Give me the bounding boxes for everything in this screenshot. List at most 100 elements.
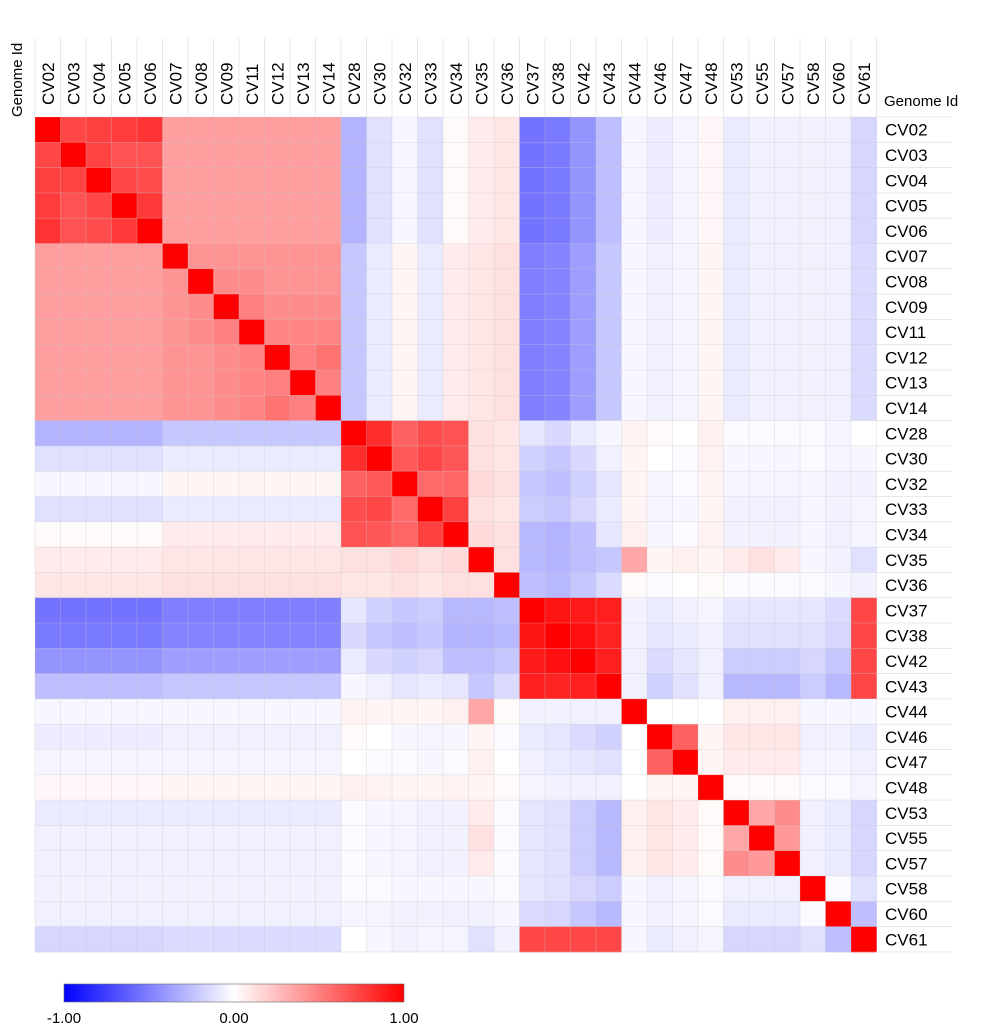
heatmap-cell-CV12-CV05 — [111, 344, 138, 371]
heatmap-cell-CV32-CV05 — [111, 471, 138, 497]
heatmap-cell-CV07-CV08 — [188, 243, 214, 270]
heatmap-cell-CV37-CV32 — [392, 597, 418, 624]
heatmap-cell-CV32-CV09 — [213, 471, 240, 497]
heatmap-cell-CV47-CV35 — [468, 749, 495, 776]
heatmap-cell-CV09-CV13 — [290, 294, 316, 320]
heatmap-cell-CV03-CV46 — [647, 142, 673, 168]
heatmap-cell-CV14-CV60 — [825, 395, 852, 421]
heatmap-cell-CV33-CV07 — [162, 496, 189, 523]
heatmap-cell-CV42-CV09 — [213, 648, 240, 674]
column-label-CV44: CV44 — [625, 62, 644, 105]
column-label-CV43: CV43 — [600, 62, 619, 105]
heatmap-cell-CV35-CV42 — [570, 547, 597, 573]
heatmap-cell-CV43-CV02 — [35, 673, 61, 700]
heatmap-cell-CV04-CV44 — [621, 167, 648, 194]
heatmap-cell-CV44-CV34 — [443, 698, 469, 725]
heatmap-cell-CV14-CV05 — [111, 395, 138, 421]
heatmap-cell-CV58-CV60 — [825, 876, 852, 902]
heatmap-cell-CV02-CV34 — [443, 117, 469, 143]
heatmap-cell-CV32-CV08 — [188, 471, 214, 497]
heatmap-cell-CV14-CV33 — [417, 395, 444, 421]
heatmap-cell-CV04-CV13 — [290, 167, 316, 194]
heatmap-cell-CV57-CV46 — [647, 850, 673, 877]
heatmap-cell-CV43-CV46 — [647, 673, 673, 700]
heatmap-cell-CV34-CV04 — [86, 521, 112, 548]
heatmap-cell-CV38-CV47 — [672, 623, 699, 649]
heatmap-cell-CV33-CV44 — [621, 496, 648, 523]
heatmap-cell-CV38-CV06 — [137, 623, 163, 649]
heatmap-cell-CV44-CV12 — [264, 698, 291, 725]
heatmap-cell-CV34-CV48 — [698, 521, 724, 548]
heatmap-cell-CV03-CV42 — [570, 142, 597, 168]
heatmap-cell-CV35-CV34 — [443, 547, 469, 573]
heatmap-cell-CV33-CV03 — [60, 496, 87, 523]
heatmap-cell-CV42-CV13 — [290, 648, 316, 674]
heatmap-cell-CV09-CV37 — [519, 294, 546, 320]
heatmap-cell-CV60-CV36 — [494, 901, 520, 927]
heatmap-cell-CV13-CV06 — [137, 370, 163, 396]
heatmap-cell-CV09-CV34 — [443, 294, 469, 320]
heatmap-cell-CV30-CV36 — [494, 445, 520, 472]
heatmap-cell-CV57-CV48 — [698, 850, 724, 877]
heatmap-cell-CV05-CV04 — [86, 192, 112, 219]
heatmap-cell-CV09-CV28 — [341, 294, 367, 320]
heatmap-cell-CV36-CV61 — [851, 572, 877, 599]
heatmap-cell-CV53-CV14 — [315, 800, 342, 826]
column-label-CV02: CV02 — [39, 62, 58, 105]
heatmap-cell-CV30-CV61 — [851, 445, 877, 472]
heatmap-cell-CV38-CV14 — [315, 623, 342, 649]
heatmap-cell-CV60-CV44 — [621, 901, 648, 927]
heatmap-cell-CV05-CV53 — [723, 192, 750, 219]
heatmap-cell-CV14-CV13 — [290, 395, 316, 421]
heatmap-cell-CV33-CV12 — [264, 496, 291, 523]
heatmap-cell-CV37-CV33 — [417, 597, 444, 624]
heatmap-cell-CV28-CV57 — [774, 420, 801, 447]
heatmap-cell-CV53-CV42 — [570, 800, 597, 826]
heatmap-cell-CV28-CV32 — [392, 420, 418, 447]
heatmap-cell-CV11-CV03 — [60, 319, 87, 346]
scale-min-label: -1.00 — [47, 1010, 81, 1027]
heatmap-cell-CV34-CV43 — [596, 521, 622, 548]
heatmap-cell-CV32-CV06 — [137, 471, 163, 497]
heatmap-cell-CV53-CV08 — [188, 800, 214, 826]
heatmap-cell-CV34-CV06 — [137, 521, 163, 548]
heatmap-cell-CV13-CV46 — [647, 370, 673, 396]
heatmap-cell-CV60-CV13 — [290, 901, 316, 927]
heatmap-cell-CV35-CV12 — [264, 547, 291, 573]
heatmap-cell-CV11-CV14 — [315, 319, 342, 346]
heatmap-cell-CV53-CV32 — [392, 800, 418, 826]
heatmap-cell-CV46-CV42 — [570, 724, 597, 750]
heatmap-cell-CV42-CV48 — [698, 648, 724, 674]
row-label-CV33: CV33 — [885, 500, 928, 519]
heatmap-cells — [35, 117, 877, 953]
heatmap-cell-CV28-CV05 — [111, 420, 138, 447]
heatmap-cell-CV60-CV33 — [417, 901, 444, 927]
heatmap-cell-CV11-CV30 — [366, 319, 393, 346]
heatmap-cell-CV30-CV13 — [290, 445, 316, 472]
heatmap-cell-CV42-CV30 — [366, 648, 393, 674]
heatmap-cell-CV47-CV33 — [417, 749, 444, 776]
heatmap-cell-CV53-CV47 — [672, 800, 699, 826]
heatmap-cell-CV02-CV06 — [137, 117, 163, 143]
heatmap-cell-CV32-CV55 — [749, 471, 775, 497]
heatmap-cell-CV33-CV61 — [851, 496, 877, 523]
heatmap-cell-CV36-CV48 — [698, 572, 724, 599]
column-label-CV55: CV55 — [753, 62, 772, 105]
heatmap-cell-CV04-CV48 — [698, 167, 724, 194]
heatmap-cell-CV61-CV13 — [290, 926, 316, 953]
heatmap-cell-CV36-CV38 — [545, 572, 571, 599]
heatmap-cell-CV35-CV46 — [647, 547, 673, 573]
heatmap-cell-CV37-CV03 — [60, 597, 87, 624]
heatmap-cell-CV09-CV09 — [213, 294, 240, 320]
heatmap-cell-CV61-CV60 — [825, 926, 852, 953]
heatmap-cell-CV46-CV55 — [749, 724, 775, 750]
heatmap-cell-CV61-CV06 — [137, 926, 163, 953]
row-label-CV43: CV43 — [885, 677, 928, 696]
heatmap-cell-CV46-CV36 — [494, 724, 520, 750]
heatmap-cell-CV03-CV48 — [698, 142, 724, 168]
heatmap-cell-CV38-CV38 — [545, 623, 571, 649]
heatmap-cell-CV58-CV05 — [111, 876, 138, 902]
heatmap-cell-CV48-CV61 — [851, 774, 877, 801]
heatmap-cell-CV47-CV08 — [188, 749, 214, 776]
heatmap-cell-CV48-CV58 — [800, 774, 826, 801]
